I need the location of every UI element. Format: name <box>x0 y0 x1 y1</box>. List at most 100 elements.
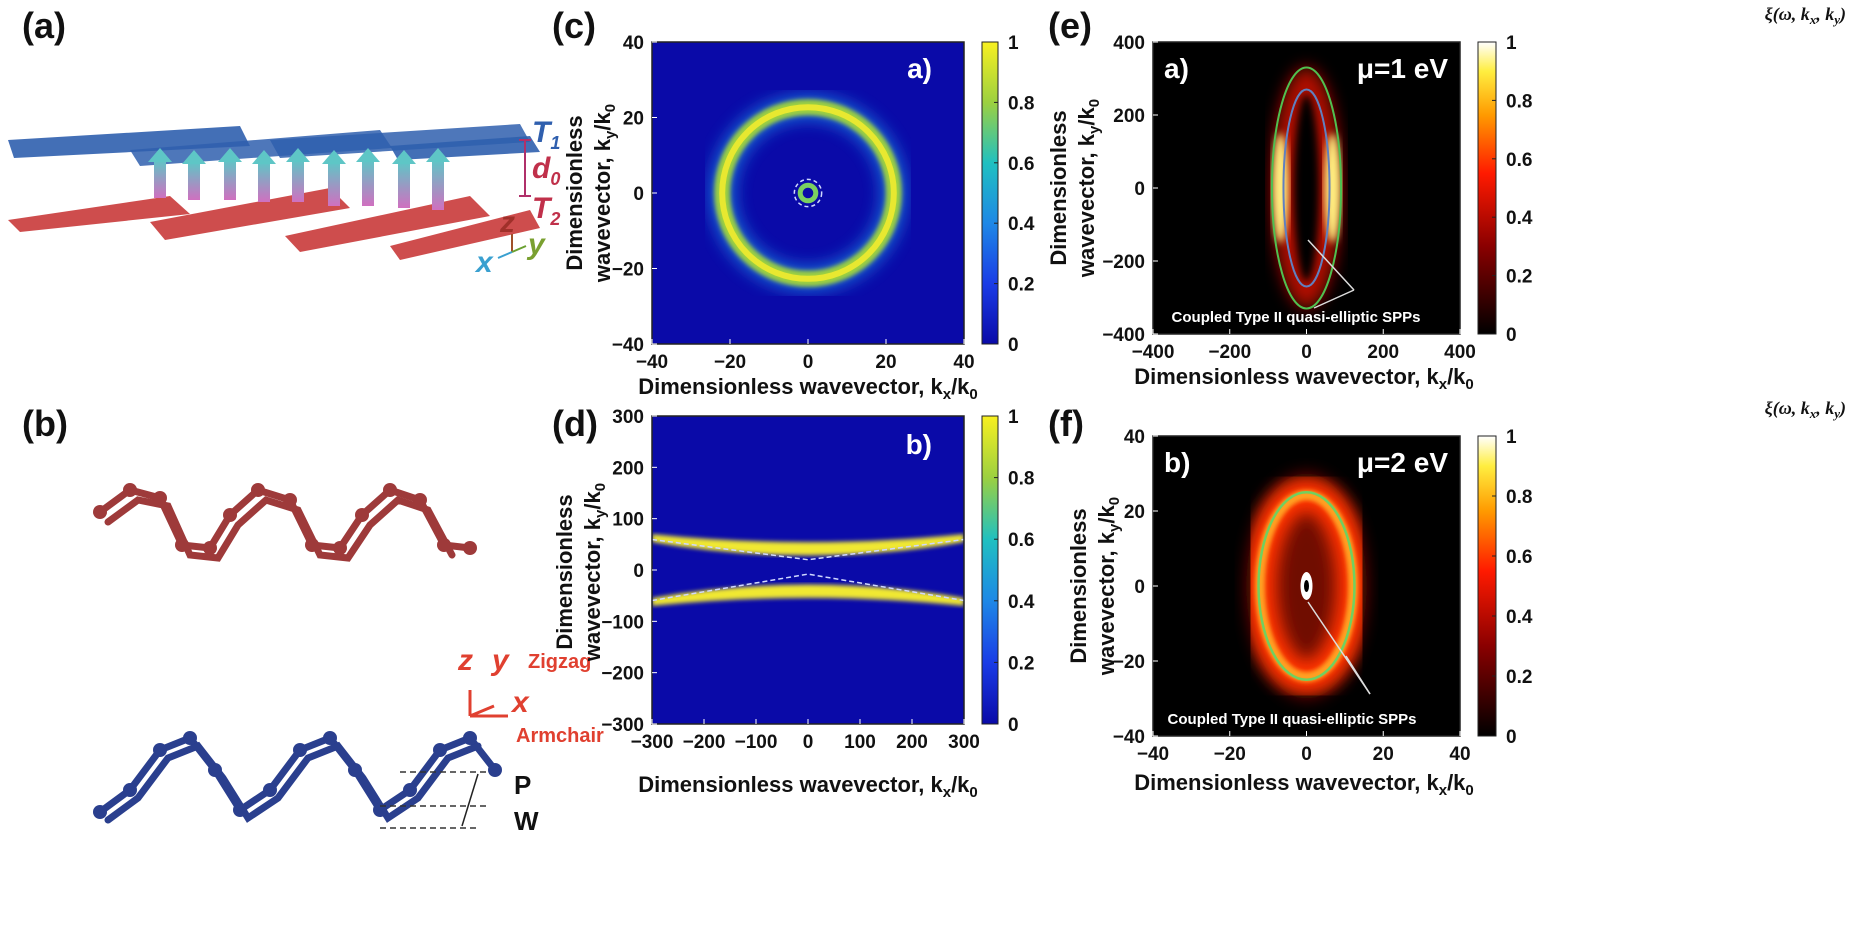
inner-ring-c <box>797 182 819 204</box>
cb-tick-label-c-4: 0.2 <box>1008 275 1034 296</box>
cb-tick-label-f-0: 1 <box>1506 427 1517 448</box>
x-tick-label-f-1: −20 <box>1214 744 1246 765</box>
dashed-asymptote-lower-d <box>652 573 964 602</box>
cb-tick-label-c-2: 0.6 <box>1008 154 1034 175</box>
note-e: Coupled Type II quasi-elliptic SPPs <box>1172 309 1421 326</box>
armchair-label: Armchair <box>516 725 604 747</box>
cb-tick-label-f-2: 0.6 <box>1506 547 1532 568</box>
colorbar-d <box>981 415 999 725</box>
y-tick-label-c-3: −20 <box>612 260 644 281</box>
x-tick-label-e-3: 200 <box>1367 342 1399 363</box>
w-label: W <box>514 806 539 836</box>
axes-triad-b: z y x Zigzag Armchair <box>457 644 604 747</box>
chart-d: b) −300 −200 −100 0 100 200 3003002001000−100−… <box>552 407 1035 801</box>
x-tick-label-d-0: −300 <box>631 732 674 753</box>
svg-text:wavevector, ky/k0: wavevector, ky/k0 <box>1074 99 1103 278</box>
y-tick-label-d-6: −300 <box>601 715 644 736</box>
y-tick-label-e-3: −200 <box>1102 252 1145 273</box>
navy-atoms <box>93 731 502 819</box>
xlabel-e: Dimensionless wavevector, kx/k0 <box>1134 364 1474 393</box>
y-tick-label-e-0: 400 <box>1113 33 1145 54</box>
x-tick-label-f-3: 20 <box>1373 744 1394 765</box>
y-tick-label-e-4: −400 <box>1102 325 1145 346</box>
note-f: Coupled Type II quasi-elliptic SPPs <box>1168 711 1417 728</box>
colorbar-f <box>1477 435 1497 737</box>
cb-tick-label-d-0: 1 <box>1008 407 1019 428</box>
colorbar-title-f: ξ(ω, kx, ky) <box>1765 398 1846 421</box>
cb-tick-label-c-0: 1 <box>1008 33 1019 54</box>
p-label: P <box>514 770 531 800</box>
pointer-e-1 <box>1313 289 1355 309</box>
svg-text:wavevector, ky/k0: wavevector, ky/k0 <box>590 104 619 283</box>
panel-label-c: (c) <box>552 5 596 46</box>
xlabel-c: Dimensionless wavevector, kx/k0 <box>638 374 978 403</box>
y-tick-label-d-2: 100 <box>612 510 644 531</box>
zigzag-label: Zigzag <box>528 651 591 673</box>
y-tick-label-f-4: −40 <box>1113 727 1145 748</box>
svg-text:z: z <box>457 644 473 677</box>
inner-dark-e <box>1293 94 1320 282</box>
x-tick-label-e-2: 0 <box>1301 342 1312 363</box>
panel-label-a: (a) <box>22 5 66 46</box>
mu-label-f: μ=2 eV <box>1357 447 1448 478</box>
ylabel-e: Dimensionless wavevector, ky/k0 <box>1046 99 1103 278</box>
x-tick-label-d-5: 200 <box>896 732 928 753</box>
pw-dashed-guides <box>380 771 490 829</box>
d0-label: d0 <box>532 152 560 189</box>
panel-label-d: (d) <box>552 403 598 444</box>
cb-tick-label-f-5: 0 <box>1506 727 1517 748</box>
cb-tick-label-e-4: 0.2 <box>1506 267 1532 288</box>
cb-tick-label-d-1: 0.8 <box>1008 469 1034 490</box>
y-tick-label-d-1: 200 <box>612 458 644 479</box>
y-tick-label-d-5: −200 <box>601 664 644 685</box>
x-tick-label-c-2: 0 <box>803 352 814 373</box>
inset-label-e: a) <box>1164 53 1189 84</box>
inset-label-d: b) <box>906 429 932 460</box>
svg-text:y: y <box>526 228 546 261</box>
cb-tick-label-c-1: 0.8 <box>1008 93 1034 114</box>
colorbar-c <box>981 41 999 345</box>
x-tick-label-e-4: 400 <box>1444 342 1476 363</box>
cb-tick-label-e-5: 0 <box>1506 325 1517 346</box>
y-tick-label-f-3: −20 <box>1113 652 1145 673</box>
cb-tick-label-d-4: 0.2 <box>1008 653 1034 674</box>
center-dark-f <box>1304 580 1309 592</box>
panel-label-b: (b) <box>22 403 68 444</box>
y-tick-label-c-2: 0 <box>633 184 644 205</box>
svg-text:x: x <box>510 686 530 719</box>
cb-tick-label-d-3: 0.4 <box>1008 592 1035 613</box>
maroon-atoms <box>93 483 477 555</box>
svg-text:wavevector, ky/k0: wavevector, ky/k0 <box>580 483 609 662</box>
x-tick-label-f-4: 40 <box>1449 744 1470 765</box>
cb-tick-label-f-3: 0.4 <box>1506 607 1533 628</box>
y-tick-label-d-4: −100 <box>601 612 644 633</box>
x-tick-label-c-1: −20 <box>714 352 746 373</box>
cb-tick-label-d-5: 0 <box>1008 715 1019 736</box>
xlabel-f: Dimensionless wavevector, kx/k0 <box>1134 770 1474 799</box>
svg-text:x: x <box>474 246 494 279</box>
axes-triad-a: z y x <box>474 206 546 279</box>
cb-tick-label-e-2: 0.6 <box>1506 150 1532 171</box>
x-tick-label-f-2: 0 <box>1301 744 1312 765</box>
pointer-e-2 <box>1307 239 1355 291</box>
cb-tick-label-e-3: 0.4 <box>1506 208 1533 229</box>
dashed-asymptote-upper-d <box>652 538 964 561</box>
svg-text:Dimensionless: Dimensionless <box>552 494 577 649</box>
outer-ring-core-c <box>719 104 897 282</box>
chart-c: a) −40 −20 0 20 40 40 20 0 −20 −40 1 0.8 0.6 0.4 0.2 0… <box>562 33 1035 403</box>
y-tick-label-c-1: 20 <box>623 109 644 130</box>
x-tick-label-d-1: −200 <box>683 732 726 753</box>
cb-tick-label-d-2: 0.6 <box>1008 530 1034 551</box>
lower-band-d <box>652 584 964 606</box>
y-tick-label-c-4: −40 <box>612 335 644 356</box>
ring-hot-f <box>1254 490 1359 682</box>
y-tick-label-e-1: 200 <box>1113 106 1145 127</box>
panel-label-f: (f) <box>1048 403 1084 444</box>
t1-label: T1 <box>532 116 560 153</box>
cb-tick-label-e-1: 0.8 <box>1506 91 1532 112</box>
chart-e: a) μ=1 eV Coupled Type II quasi-elliptic… <box>1046 4 1846 393</box>
y-tick-label-d-3: 0 <box>633 561 644 582</box>
y-tick-label-e-2: 0 <box>1134 179 1145 200</box>
svg-text:wavevector, ky/k0: wavevector, ky/k0 <box>1094 497 1123 676</box>
ylabel-c: Dimensionless wavevector, ky/k0 <box>562 104 619 283</box>
